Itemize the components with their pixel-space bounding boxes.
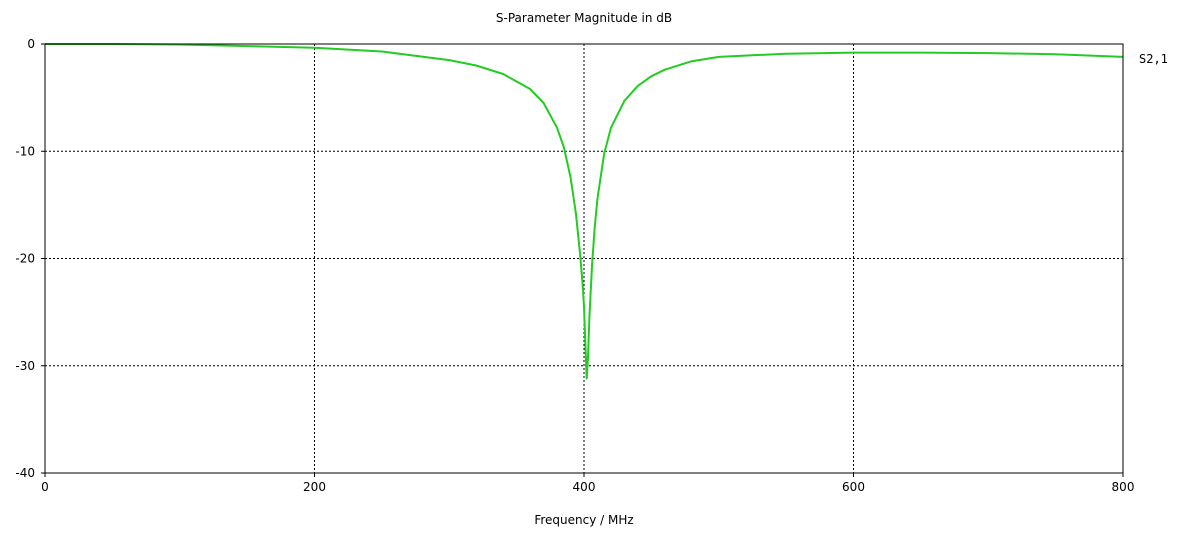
y-tick-label: -10 (15, 144, 35, 158)
series-label-s21: S2,1 (1139, 52, 1168, 66)
grid-lines (45, 44, 1123, 473)
x-tick-label: 200 (303, 480, 326, 494)
plot-frame (44, 43, 1124, 474)
series-line-s21 (45, 43, 1124, 380)
y-tick-label: -20 (15, 252, 35, 266)
x-tick-label: 800 (1112, 480, 1135, 494)
y-tick-label: -30 (15, 359, 35, 373)
x-tick-label: 0 (41, 480, 49, 494)
series-layer: S2,1 (45, 43, 1168, 380)
x-tick-label: 600 (842, 480, 865, 494)
x-axis-label: Frequency / MHz (534, 513, 633, 527)
y-tick-label: -40 (15, 466, 35, 480)
x-tick-label: 400 (573, 480, 596, 494)
chart-title: S-Parameter Magnitude in dB (496, 11, 672, 25)
y-tick-label: 0 (27, 37, 35, 51)
axis-ticks: 0 200 400 600 800 0 -10 -20 -30 -40 (15, 37, 1134, 494)
